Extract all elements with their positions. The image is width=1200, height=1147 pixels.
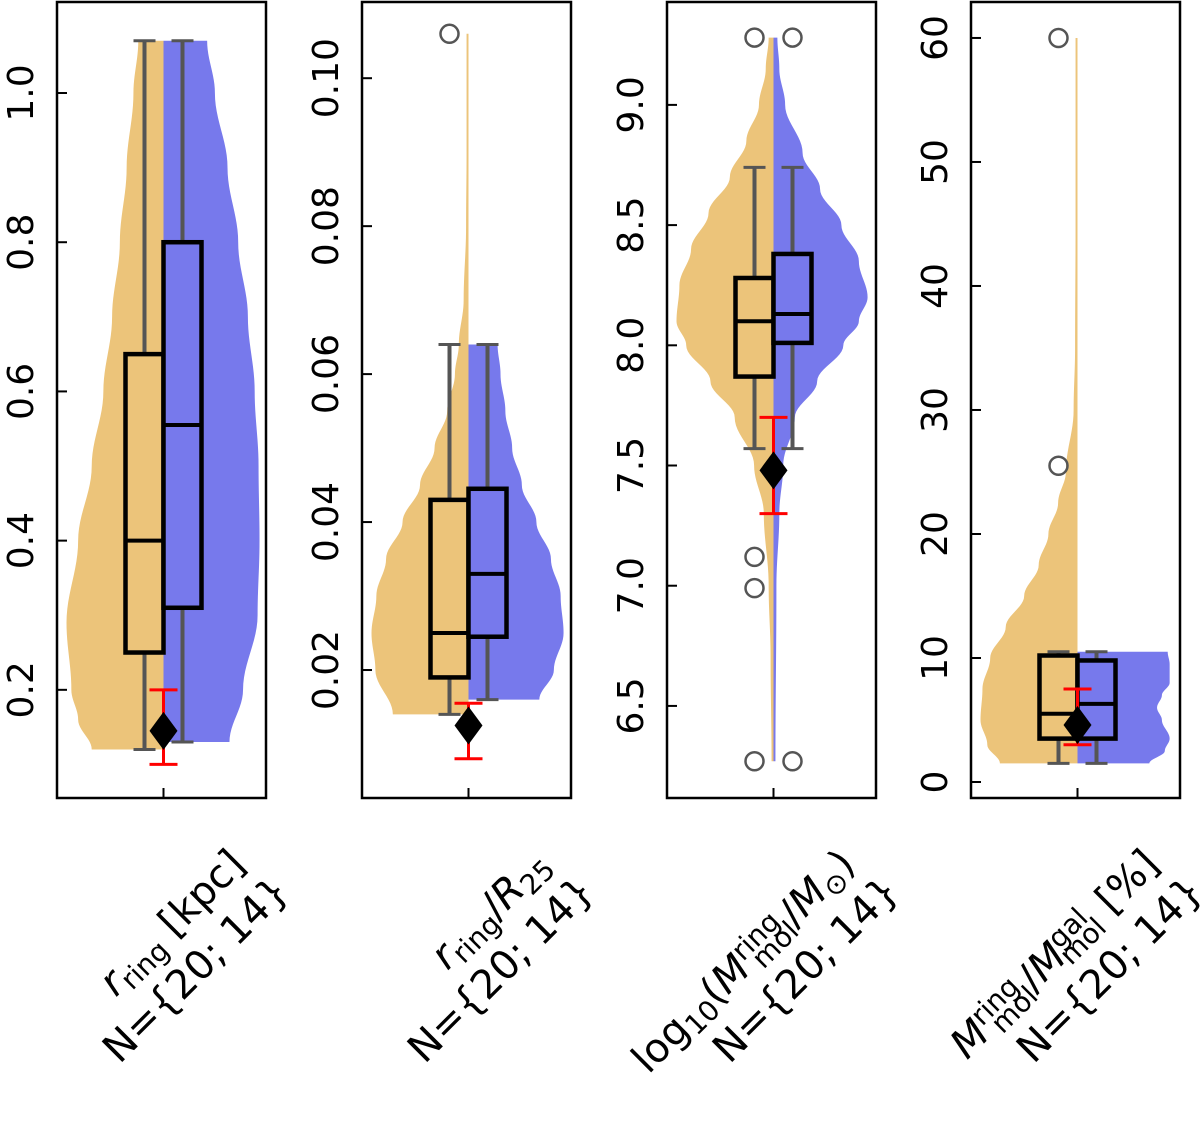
y-tick-label: 0.06: [306, 334, 347, 414]
box-right: [466, 486, 509, 639]
axes-frame: [55, 0, 268, 800]
mean-marker-diamond: [759, 451, 788, 490]
outlier-point: [744, 27, 765, 48]
x-axis-label: Mringmol/Mgalmol [%]N={20; 14}: [942, 841, 1200, 1072]
y-tick-label: 0.10: [306, 38, 347, 118]
y-tick-label: 8.5: [611, 196, 652, 253]
y-tick-label: 7.0: [611, 557, 652, 614]
y-tick-label: 6.5: [611, 677, 652, 734]
mean-marker-diamond: [1063, 705, 1092, 744]
y-tick-label: 9.0: [611, 76, 652, 133]
outlier-point: [1048, 27, 1069, 49]
outlier-point: [782, 27, 803, 48]
y-tick-label: 0.6: [1, 363, 42, 420]
y-tick-label: 0.8: [1, 214, 42, 271]
box-left: [428, 497, 471, 680]
panel-4: 0 10 20 30 40 50 60 Mringmol/Mgalmol [%]N={20; …: [915, 0, 1200, 1072]
outlier-point: [439, 23, 460, 45]
outlier-point: [744, 577, 765, 599]
outlier-point: [1048, 455, 1069, 477]
box-left: [733, 275, 776, 379]
y-tick-label: 8.0: [611, 317, 652, 374]
y-tick-label: 0.4: [1, 512, 42, 569]
x-axis-label: log10(Mringmol/M⊙)N={20; 14}: [623, 841, 908, 1082]
y-tick-label: 7.5: [611, 437, 652, 494]
panel-3: 6.5 7.0 7.5 8.0 8.5 9.0 log10(Mringmol/M⊙)N={2…: [611, 0, 908, 1082]
y-tick-label: 30: [915, 387, 956, 433]
y-tick-label: 0: [915, 771, 956, 794]
panel-1: 0.2 0.4 0.6 0.8 1.0 rring [kpc]N={20; 14}: [1, 0, 298, 1072]
y-tick-label: 0.2: [1, 661, 42, 718]
axes-frame: [969, 0, 1182, 800]
violin-right: [773, 37, 868, 762]
y-tick-label: 10: [915, 635, 956, 681]
mean-marker-diamond: [454, 706, 483, 745]
mean-marker-diamond: [149, 711, 178, 750]
axes-frame: [665, 0, 878, 800]
violin-left: [980, 37, 1078, 764]
y-tick-label: 1.0: [1, 64, 42, 121]
y-tick-label: 20: [915, 511, 956, 557]
violin-left: [676, 37, 774, 762]
y-tick-label: 0.02: [306, 630, 347, 710]
y-tick-label: 0.08: [306, 186, 347, 266]
box-right: [771, 251, 814, 346]
outlier-point: [782, 750, 803, 772]
outlier-point: [744, 546, 765, 568]
outlier-point: [744, 750, 765, 772]
axes-frame: [360, 0, 573, 800]
y-tick-label: 60: [915, 15, 956, 61]
y-tick-label: 50: [915, 139, 956, 185]
y-tick-label: 40: [915, 263, 956, 309]
x-axis-label: rring [kpc]N={20; 14}: [90, 841, 298, 1072]
y-tick-label: 0.04: [306, 482, 347, 562]
box-left: [123, 351, 166, 655]
